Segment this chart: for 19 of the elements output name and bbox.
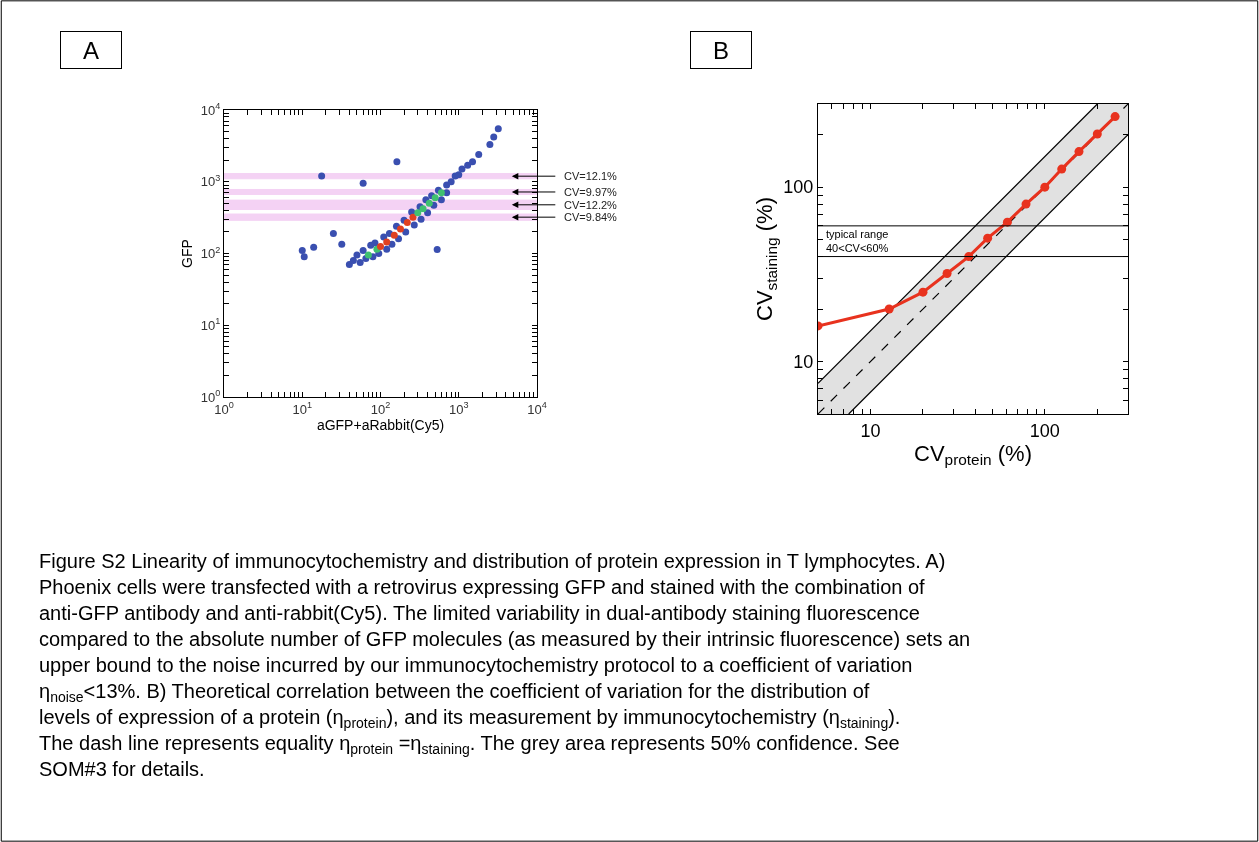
band-label: CV=12.2% xyxy=(564,199,618,211)
x-tick-label: 10$^{2}$ xyxy=(370,400,391,417)
ref-line-label: typical range 40<CV<60% xyxy=(826,228,889,255)
y-tick-label: 10$^{1}$ xyxy=(200,316,221,333)
x-axis-title: aGFP+aRabbit(Cy5) xyxy=(316,416,445,433)
x-axis-title: CV$_{protein}$ (%) xyxy=(914,440,1032,469)
y-tick-label: 10$^{3}$ xyxy=(200,172,221,190)
y-tick-label: 10$^{2}$ xyxy=(200,244,221,262)
y-axis-title: GFP xyxy=(179,239,196,268)
band-label: CV=12.1% xyxy=(564,170,618,182)
chart-title: B xyxy=(712,36,730,64)
band-label: CV=9.97% xyxy=(564,186,618,198)
x-tick-label: 10$^{4}$ xyxy=(527,400,547,417)
chart-title: A xyxy=(82,36,100,64)
y-tick-label: 10$^{4}$ xyxy=(200,101,221,118)
band-label: CV=9.84% xyxy=(564,211,618,223)
x-tick-label: 10$^{3}$ xyxy=(448,400,469,417)
text: Figure S2 Linearity of immunocytochemistry and distribution of protein expression in T lymphocytes. A) Phoenix cells were transfected with a retrovirus expressing GFP and stained with the combination of anti-GFP antibody and anti-rabbit(Cy5). The limited variability in dual-antibody staining fluorescence compared to the absolute number of GFP molecules (as measured by their intrinsic fluorescence) sets an upper bound to the noise incurred by our immunocytochemistry protocol to a coefficient of variation η$_{noise}$<13%. B) Theoretical correlation between the coefficient of variation for the distribution of levels of expression of a protein (η$_{protein}$), and its measurement by immunocytochemistry (η$_{staining}$). The dash line represents equality η$_{protein}$ =η$_{staining}$. The grey area represents 50% confidence. See SOM#3 for details. xyxy=(39,550,971,780)
x-tick-label: 10$^{1}$ xyxy=(292,400,313,417)
